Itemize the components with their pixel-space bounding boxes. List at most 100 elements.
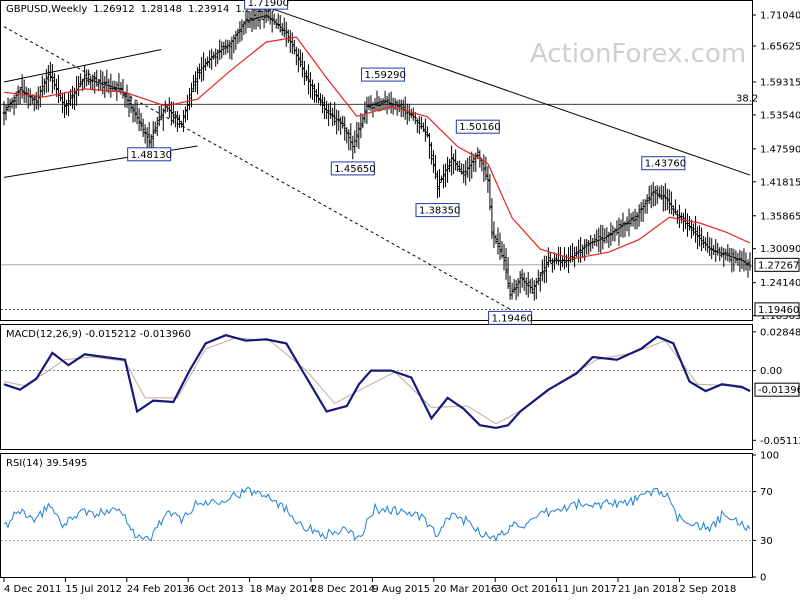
ohlc-bar — [264, 7, 268, 24]
ohlc-bar — [510, 282, 514, 300]
ohlc-bar — [506, 257, 510, 289]
ohlc-bar — [554, 253, 558, 264]
support-level-tag-box — [754, 302, 800, 317]
macd-tick-label: 0.00 — [760, 366, 782, 377]
ohlc-bar — [185, 94, 189, 121]
ohlc-bar — [458, 160, 462, 173]
annotation-box — [415, 203, 460, 218]
x-tick-label: 18 May 2014 — [250, 584, 315, 595]
ohlc-bar — [456, 161, 460, 172]
ohlc-bar — [347, 129, 351, 151]
ohlc-bar — [302, 60, 306, 85]
x-tick-label: 28 Dec 2014 — [311, 584, 375, 595]
support-level-tag: 1.19460 — [758, 305, 799, 316]
ohlc-bar — [464, 160, 468, 186]
ohlc-bar — [524, 277, 528, 295]
ohlc-bar — [298, 49, 302, 68]
rsi-tick-label: 30 — [760, 536, 773, 547]
x-tick-label: 2 Sep 2018 — [679, 584, 736, 595]
ohlc-bar — [133, 101, 137, 123]
annotation-label: 1.71900 — [248, 0, 289, 9]
ohlc-bar — [655, 185, 659, 205]
macd-panel — [0, 324, 753, 450]
ohlc-bar — [431, 150, 435, 174]
ohlc-bar — [296, 48, 300, 73]
ohlc-bar — [321, 94, 325, 114]
ohlc-bar — [615, 220, 619, 236]
ohlc-bar — [224, 39, 228, 55]
price-tick-label: 1.65625 — [760, 41, 800, 52]
ohlc-bar — [391, 97, 395, 115]
ohlc-bar — [558, 246, 562, 271]
ohlc-bar — [446, 156, 450, 183]
ohlc-bar — [532, 280, 536, 301]
ohlc-bar — [6, 97, 10, 112]
rsi-line — [3, 486, 751, 542]
ohlc-bar — [121, 78, 125, 99]
ohlc-bar — [288, 29, 292, 53]
ohlc-bar — [613, 227, 617, 242]
ohlc-bar — [724, 248, 728, 261]
ohlc-bar — [8, 98, 12, 112]
ohlc-bar — [179, 120, 183, 128]
ohlc-bar — [141, 118, 145, 138]
ohlc-bar — [563, 247, 567, 270]
ohlc-bar — [494, 234, 498, 245]
ohlc-bar — [546, 247, 550, 268]
ohlc-bar — [427, 132, 431, 159]
ohlc-bar — [371, 101, 375, 118]
macd-line — [3, 334, 751, 430]
ohlc-bar — [280, 23, 284, 36]
ohlc-bar — [607, 231, 611, 249]
ohlc-bar — [472, 153, 476, 172]
ohlc-bar — [462, 164, 466, 183]
ohlc-bar — [83, 65, 87, 89]
ohlc-bar — [401, 99, 405, 118]
ohlc-bar — [2, 101, 6, 126]
ohlc-bar — [278, 15, 282, 33]
ohlc-bar — [97, 79, 101, 92]
ohlc-bar — [95, 69, 99, 87]
ohlc-bar — [355, 121, 359, 148]
ohlc-bar — [300, 52, 304, 78]
ohlc-bar — [365, 96, 369, 125]
annotation-label: 1.45650 — [334, 164, 375, 175]
annotation-1.38350: 1.38350 — [415, 203, 460, 218]
ohlc-bar — [234, 30, 238, 51]
ohlc-bar — [560, 256, 564, 267]
ohlc-bar — [450, 145, 454, 176]
ohlc-bar — [192, 74, 196, 92]
annotation-1.71900: 1.71900 — [244, 0, 289, 10]
ohlc-bar — [77, 75, 81, 96]
ohlc-bar — [643, 199, 647, 214]
price-tick-label: 1.71040 — [760, 11, 800, 22]
x-tick-label: 30 Oct 2016 — [495, 584, 557, 595]
ohlc-bar — [514, 279, 518, 301]
macd-tick-label: -0.051125 — [760, 436, 800, 447]
ohlc-bar — [520, 269, 524, 288]
ohlc-bar — [212, 51, 216, 60]
ohlc-bar — [194, 71, 198, 92]
ohlc-bar — [611, 225, 615, 242]
ohlc-bar — [385, 95, 389, 115]
ohlc-bar — [605, 227, 609, 244]
price-panel-title: GBPUSD,Weekly1.269121.281481.239141.2726… — [6, 4, 277, 15]
ohlc-bar — [710, 238, 714, 260]
ohlc-bar — [361, 113, 365, 129]
ohlc-bar — [331, 107, 335, 127]
ohlc-bar — [442, 164, 446, 189]
ohlc-bar — [244, 10, 248, 34]
ohlc-bar — [14, 91, 18, 109]
annotation-1.50160: 1.50160 — [455, 119, 501, 134]
ohlc-bar — [669, 191, 673, 215]
last-price-tag: 1.27267 — [758, 260, 799, 271]
ohlc-bar — [625, 216, 629, 232]
ohlc-bar — [435, 170, 439, 199]
ohlc-bar — [550, 258, 554, 273]
ohlc-bar — [306, 64, 310, 95]
ohlc-bar — [399, 99, 403, 118]
x-tick-label: 4 Dec 2011 — [4, 584, 62, 595]
rsi-tick-label: 0 — [760, 573, 766, 584]
ohlc-bar — [79, 73, 83, 88]
ohlc-bar — [216, 49, 220, 65]
